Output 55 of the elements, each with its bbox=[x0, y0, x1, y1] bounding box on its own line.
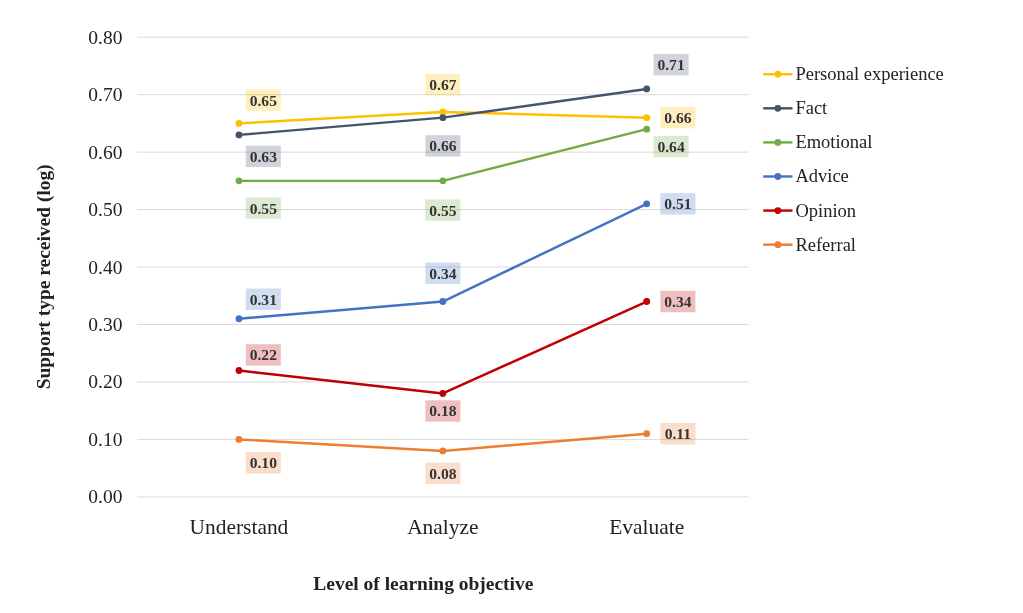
data-label: 0.31 bbox=[249, 290, 277, 308]
point bbox=[235, 131, 243, 139]
y-tick-label: 0.60 bbox=[88, 141, 123, 163]
legend-label: Personal experience bbox=[795, 64, 944, 85]
data-label: 0.71 bbox=[657, 56, 685, 74]
point bbox=[235, 120, 243, 127]
data-label: 0.63 bbox=[249, 147, 278, 165]
x-tick-label: Understand bbox=[189, 514, 289, 539]
data-label: 0.66 bbox=[664, 109, 692, 127]
y-axis-title: Support type received (log) bbox=[33, 164, 56, 390]
x-tick-label: Evaluate bbox=[609, 514, 685, 539]
point bbox=[643, 430, 651, 438]
point bbox=[439, 390, 447, 397]
y-tick-label: 0.70 bbox=[88, 84, 123, 106]
point bbox=[643, 85, 651, 93]
data-label: 0.08 bbox=[429, 464, 457, 482]
y-tick-label: 0.40 bbox=[88, 256, 123, 278]
legend-label: Advice bbox=[795, 166, 849, 187]
y-tick-label: 0.00 bbox=[88, 486, 123, 508]
x-tick-label: Analyze bbox=[407, 514, 479, 539]
data-label: 0.66 bbox=[429, 137, 457, 155]
legend-label: Opinion bbox=[795, 200, 857, 221]
data-label: 0.10 bbox=[249, 454, 278, 472]
data-label: 0.34 bbox=[429, 264, 457, 282]
point bbox=[439, 114, 447, 122]
data-label: 0.51 bbox=[664, 195, 692, 213]
y-tick-label: 0.30 bbox=[88, 314, 123, 336]
point bbox=[439, 447, 447, 455]
point bbox=[439, 177, 447, 185]
point bbox=[439, 298, 447, 305]
y-tick-label: 0.10 bbox=[88, 428, 123, 450]
y-tick-label: 0.80 bbox=[88, 26, 123, 48]
x-axis-title: Level of learning objective bbox=[313, 573, 534, 595]
y-tick-label: 0.20 bbox=[88, 371, 123, 393]
point bbox=[643, 114, 651, 122]
y-tick-label: 0.50 bbox=[88, 199, 123, 221]
data-label: 0.22 bbox=[249, 346, 278, 364]
data-label: 0.18 bbox=[429, 402, 457, 420]
point bbox=[235, 436, 243, 443]
data-label: 0.34 bbox=[664, 293, 692, 311]
legend-label: Emotional bbox=[795, 132, 873, 153]
point bbox=[643, 200, 651, 208]
data-label: 0.64 bbox=[657, 138, 685, 156]
point bbox=[235, 367, 243, 374]
legend-label: Referral bbox=[795, 234, 856, 255]
data-label: 0.11 bbox=[664, 425, 692, 443]
data-label: 0.67 bbox=[429, 76, 457, 94]
data-label: 0.55 bbox=[429, 201, 457, 219]
point bbox=[643, 298, 651, 305]
point bbox=[643, 125, 651, 133]
data-label: 0.55 bbox=[249, 199, 278, 217]
legend-label: Fact bbox=[795, 98, 829, 119]
point bbox=[235, 177, 243, 185]
point bbox=[235, 315, 243, 323]
data-label: 0.65 bbox=[249, 91, 278, 109]
